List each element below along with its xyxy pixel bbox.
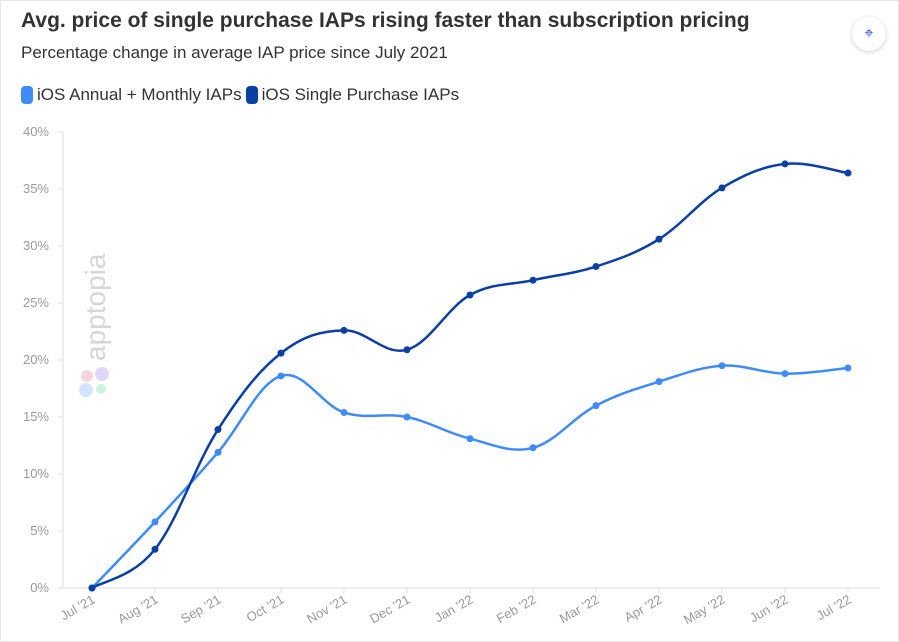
legend-item-annual-monthly[interactable]: iOS Annual + Monthly IAPs (21, 85, 242, 105)
x-tick-label: Mar '22 (557, 592, 602, 626)
data-point (277, 349, 285, 357)
data-point (403, 413, 411, 421)
legend-swatch (245, 86, 258, 104)
x-tick-label: May '22 (681, 592, 728, 628)
y-tick-label: 40% (23, 124, 49, 139)
series-line-1 (91, 162, 849, 590)
logo-petal (95, 367, 109, 381)
y-tick-label: 35% (23, 181, 49, 196)
y-tick-label: 20% (23, 352, 49, 367)
data-point (781, 370, 789, 378)
y-tick-label: 15% (23, 409, 49, 424)
data-point (340, 326, 348, 334)
data-point (214, 448, 222, 456)
screenshot-scan-icon[interactable]: ⌖ (852, 17, 886, 51)
data-point (844, 169, 852, 177)
data-point (718, 184, 726, 192)
legend-item-single-purchase[interactable]: iOS Single Purchase IAPs (245, 85, 460, 105)
logo-petal (81, 370, 93, 382)
data-point (88, 584, 96, 592)
legend-label: iOS Annual + Monthly IAPs (37, 85, 242, 104)
logo-petal (79, 383, 93, 397)
x-tick-label: Nov '21 (304, 592, 349, 627)
data-point (340, 408, 348, 416)
x-tick-label: Sep '21 (178, 592, 223, 627)
legend: iOS Annual + Monthly IAPs iOS Single Pur… (21, 85, 459, 105)
data-point (151, 518, 159, 526)
data-point (529, 276, 537, 284)
y-tick-label: 10% (23, 466, 49, 481)
x-tick-label: Jan '22 (432, 592, 475, 626)
watermark-text: apptopia (80, 253, 111, 361)
x-tick-label: Jul '21 (58, 592, 98, 624)
data-point (403, 346, 411, 354)
y-tick-label: 0% (30, 580, 49, 595)
data-point (529, 444, 537, 452)
data-point (214, 426, 222, 434)
y-tick-label: 25% (23, 295, 49, 310)
x-tick-label: Apr '22 (622, 592, 665, 625)
data-point (277, 372, 285, 380)
data-point (592, 263, 600, 271)
legend-swatch (21, 86, 33, 104)
data-point (781, 160, 789, 168)
data-point (466, 291, 474, 299)
chart-subtitle: Percentage change in average IAP price s… (21, 43, 448, 62)
data-point (655, 378, 663, 386)
y-tick-label: 5% (30, 523, 49, 538)
data-point (592, 402, 600, 410)
legend-label: iOS Single Purchase IAPs (261, 85, 460, 104)
logo-petal (96, 384, 106, 394)
data-point (655, 235, 663, 243)
data-point (844, 364, 852, 372)
data-point (466, 435, 474, 443)
x-tick-label: Aug '21 (115, 592, 160, 627)
x-tick-label: Dec '21 (367, 592, 412, 627)
data-point (151, 545, 159, 553)
x-tick-label: Feb '22 (494, 592, 539, 626)
chart-title: Avg. price of single purchase IAPs risin… (21, 9, 750, 32)
x-tick-label: Jun '22 (747, 592, 790, 626)
x-tick-label: Jul '22 (814, 592, 854, 624)
x-tick-label: Oct '21 (244, 592, 287, 625)
data-point (718, 362, 726, 370)
y-tick-label: 30% (23, 238, 49, 253)
series-line-0 (91, 364, 849, 589)
